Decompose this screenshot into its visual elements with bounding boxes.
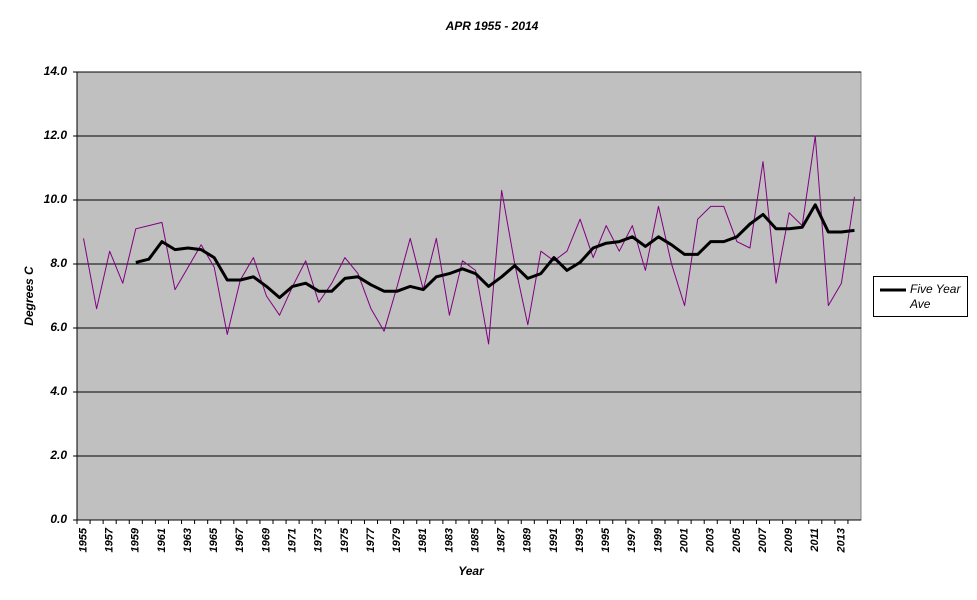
- x-tick-label: 2001: [679, 528, 691, 553]
- x-tick-label: 1973: [313, 528, 325, 552]
- x-tick-label: 2003: [705, 528, 717, 553]
- x-tick-label: 2009: [783, 527, 795, 553]
- x-tick-label: 1977: [365, 527, 377, 552]
- x-tick-label: 1991: [548, 528, 560, 552]
- x-tick-label: 2013: [835, 528, 847, 553]
- legend-swatch: [880, 288, 906, 292]
- x-tick-label: 1987: [496, 527, 508, 552]
- chart-title: APR 1955 - 2014: [445, 19, 539, 33]
- x-tick-label: 1983: [443, 528, 455, 552]
- plot-area: [76, 71, 862, 521]
- x-tick-label: 1961: [156, 528, 168, 552]
- x-tick-label: 1959: [130, 527, 142, 552]
- x-tick-label: 1993: [574, 528, 586, 552]
- series-line: [135, 203, 855, 300]
- x-tick-label: 1957: [104, 527, 116, 552]
- x-tick-label: 1997: [626, 527, 638, 552]
- x-tick-label: 1979: [391, 527, 403, 552]
- y-axis-label: Degrees C: [22, 266, 36, 326]
- y-tick-label: 4.0: [49, 384, 67, 398]
- y-tick-label: 2.0: [49, 448, 67, 462]
- series-line: [83, 135, 855, 345]
- x-tick-label: 1971: [287, 528, 299, 552]
- x-tick-label: 1989: [522, 527, 534, 552]
- y-tick-label: 14.0: [44, 64, 68, 78]
- y-tick-label: 8.0: [50, 256, 67, 270]
- x-tick-label: 2005: [731, 527, 743, 553]
- x-tick-label: 1955: [77, 527, 89, 552]
- x-tick-label: 1965: [208, 527, 220, 552]
- x-axis-label: Year: [458, 564, 485, 578]
- x-tick-label: 1985: [469, 527, 481, 552]
- y-tick-label: 12.0: [44, 128, 68, 142]
- x-tick-label: 2011: [809, 528, 821, 553]
- legend: Five Year Ave: [873, 276, 968, 317]
- x-tick-label: 1981: [417, 528, 429, 552]
- y-tick-label: 10.0: [44, 192, 68, 206]
- x-tick-label: 1969: [260, 527, 272, 552]
- x-tick-label: 1967: [234, 527, 246, 552]
- y-tick-label: 0.0: [50, 512, 67, 526]
- x-tick-label: 1975: [339, 527, 351, 552]
- y-tick-label: 6.0: [50, 320, 67, 334]
- x-tick-label: 1995: [600, 527, 612, 552]
- x-tick-label: 1963: [182, 528, 194, 552]
- x-tick-label: 2007: [757, 527, 769, 553]
- x-tick-label: 1999: [652, 527, 664, 552]
- legend-label: Five Year Ave: [910, 282, 961, 311]
